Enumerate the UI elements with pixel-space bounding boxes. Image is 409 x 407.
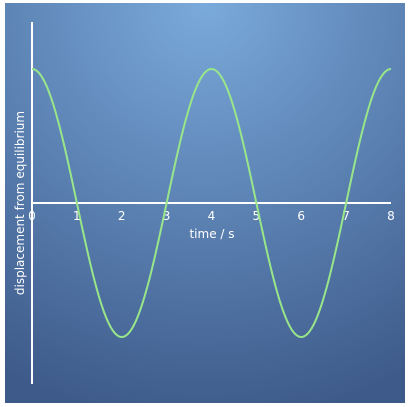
- x-tick-label-8: 8: [387, 209, 395, 223]
- y-axis-title: displacement from equilibrium: [13, 111, 27, 295]
- x-tick-label-4: 4: [208, 209, 216, 223]
- x-tick-label-1: 1: [73, 209, 81, 223]
- x-tick-label-0: 0: [28, 209, 36, 223]
- x-tick-labels: 0 1 2 3 4 5 6 7 8: [28, 209, 395, 223]
- x-tick-label-2: 2: [118, 209, 126, 223]
- x-tick-label-6: 6: [297, 209, 305, 223]
- x-tick-label-3: 3: [163, 209, 171, 223]
- x-tick-label-5: 5: [253, 209, 261, 223]
- series-line-displacement: [31, 67, 392, 339]
- x-tick-label-7: 7: [342, 209, 350, 223]
- x-axis-title: time / s: [189, 227, 234, 241]
